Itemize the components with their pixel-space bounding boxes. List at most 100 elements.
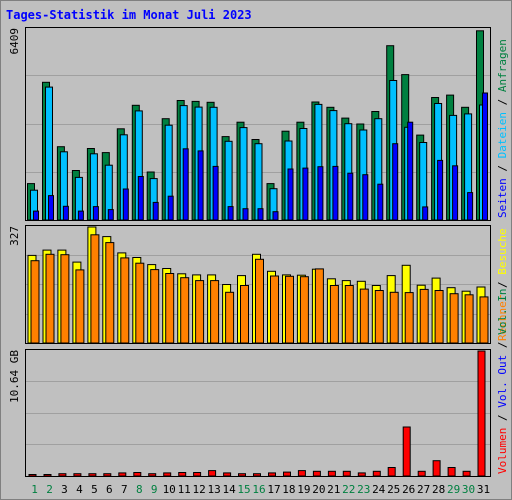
seiten-bar [317, 166, 324, 221]
seiten-bar [242, 208, 249, 221]
seiten-bar [392, 143, 399, 221]
volumen-bar [447, 467, 456, 477]
legend-vol-out: Vol. Out [496, 355, 509, 408]
dateien-bar [239, 127, 248, 221]
day-tick-label: 8 [136, 483, 143, 496]
requests-max-label: 6409 [8, 28, 21, 55]
rechner-bar [344, 285, 354, 344]
seiten-bar [347, 172, 354, 221]
volumen-bar [43, 474, 52, 477]
volumen-bar [268, 472, 276, 477]
day-tick-label: 1 [31, 483, 38, 496]
rechner-bar [255, 258, 264, 344]
seiten-bar [137, 176, 144, 221]
day-tick-label: 15 [237, 483, 250, 496]
rechner-bar [479, 296, 489, 344]
volumen-bar [342, 470, 351, 477]
rechner-bar [389, 291, 399, 344]
day-tick-label: 3 [61, 483, 68, 496]
volumen-bar [88, 473, 97, 477]
volumen-bar [462, 470, 471, 477]
volumen-bar [208, 470, 217, 477]
seiten-bar [437, 159, 444, 221]
rechner-bar [299, 276, 309, 344]
seiten-bar [33, 210, 39, 221]
volumen-bar [238, 473, 246, 477]
day-tick-label: 17 [267, 483, 280, 496]
day-tick-label: 22 [342, 483, 355, 496]
seiten-bar [422, 206, 429, 221]
legend-dateien: Dateien [496, 112, 509, 158]
day-tick-label: 31 [477, 483, 490, 496]
rechner-bar [45, 253, 55, 344]
seiten-bar [62, 205, 69, 221]
day-tick-label: 6 [106, 483, 113, 496]
legend-separator: / [496, 335, 509, 355]
legend-rechner: Rechner [496, 294, 509, 341]
day-tick-label: 11 [178, 483, 191, 496]
volumen-bar [133, 472, 142, 477]
legend-anfragen: Anfragen [496, 39, 509, 92]
rechner-bar [90, 234, 100, 344]
rechner-bar [464, 294, 474, 344]
rechner-bar [180, 277, 190, 344]
volumen-bar [432, 460, 441, 477]
day-tick-label: 7 [121, 483, 128, 496]
rechner-bar [270, 275, 279, 344]
rechner-bar [359, 288, 369, 344]
requests-panel-legend: Seiten / Dateien / Anfragen [496, 39, 509, 218]
rechner-bar [60, 254, 70, 344]
volumen-bar [417, 470, 426, 477]
volumen-bar [357, 472, 366, 477]
seiten-bar [227, 206, 234, 221]
day-tick-label: 5 [91, 483, 98, 496]
day-tick-label: 20 [312, 483, 325, 496]
seiten-bar [182, 148, 189, 221]
rechner-bar [195, 280, 205, 344]
visits-max-label: 327 [8, 226, 21, 246]
volumen-bar [148, 473, 157, 477]
day-tick-label: 10 [163, 483, 176, 496]
day-tick-label: 30 [462, 483, 475, 496]
rechner-bar [240, 285, 249, 344]
volumen-bar [402, 426, 411, 477]
day-tick-label: 12 [192, 483, 205, 496]
seiten-bar [452, 165, 459, 221]
rechner-bar [329, 285, 339, 344]
volumen-bar [118, 472, 127, 477]
seiten-bar [362, 174, 369, 221]
rechner-bar [210, 280, 220, 344]
rechner-bar [75, 269, 85, 344]
volume-panel-legend: Volumen / Vol. Out / Vol. In [496, 289, 509, 474]
legend-volumen: Volumen [496, 428, 509, 474]
rechner-bar [120, 257, 130, 344]
rechner-bar [135, 262, 145, 344]
seiten-bar [467, 192, 474, 221]
seiten-bar [48, 195, 54, 221]
seiten-bar [167, 195, 174, 221]
visits-panel-legend: Rechner / Besuche [496, 228, 509, 341]
volumen-bar [193, 472, 202, 477]
day-tick-label: 25 [387, 483, 400, 496]
legend-besuche: Besuche [496, 228, 509, 274]
rechner-bar [165, 273, 175, 344]
day-tick-label: 16 [252, 483, 265, 496]
volumen-bar [178, 472, 187, 477]
chart-title: Tages-Statistik im Monat Juli 2023 [6, 8, 252, 22]
seiten-bar [407, 121, 414, 221]
seiten-bar [92, 206, 99, 221]
volumen-bar [297, 470, 306, 477]
volumen-bar [103, 473, 112, 477]
volumen-bar [283, 471, 291, 477]
volumen-bar [253, 473, 261, 477]
seiten-bar [122, 188, 129, 221]
legend-vol-in: Vol. In [496, 289, 509, 335]
day-tick-label: 9 [151, 483, 158, 496]
seiten-bar [77, 210, 84, 221]
volumen-bar [387, 467, 396, 477]
day-tick-label: 24 [372, 483, 386, 496]
seiten-bar [107, 209, 114, 221]
rechner-bar [225, 291, 235, 344]
volumen-bar [73, 473, 82, 477]
